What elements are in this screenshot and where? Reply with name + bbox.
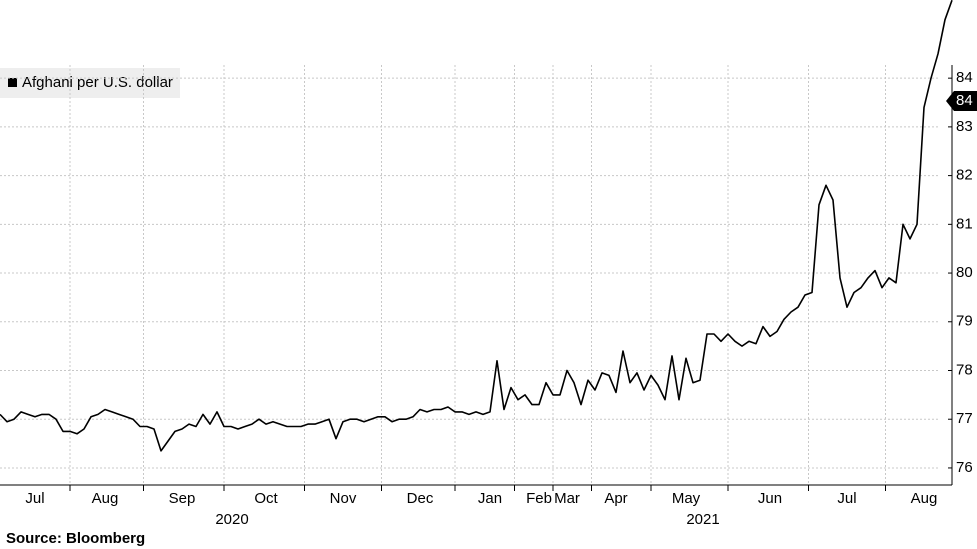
current-value-tag [946,91,977,112]
x-tick-label: Nov [330,490,357,507]
x-tick-label: Mar [554,490,580,507]
series-line [0,0,953,452]
y-tick-label: 81 [956,215,973,232]
x-tick-label: Jun [758,490,782,507]
y-tick-label: 80 [956,264,973,281]
x-tick-label: Feb [526,490,552,507]
y-tick-label: 78 [956,361,973,378]
y-tick-label: 83 [956,118,973,135]
legend-box [0,68,180,98]
legend-swatch [8,78,17,87]
year-label: 2021 [686,511,719,528]
x-tick-label: Jul [25,490,44,507]
x-tick-label: Aug [911,490,938,507]
x-tick-label: Dec [407,490,434,507]
legend-label: Afghani per U.S. dollar [22,74,173,91]
x-tick-label: Apr [604,490,627,507]
y-tick-label: 82 [956,167,973,184]
x-tick-label: Sep [169,490,196,507]
x-tick-label: Oct [254,490,278,507]
year-label: 2020 [215,511,248,528]
y-tick-label: 79 [956,313,973,330]
x-tick-label: May [672,490,701,507]
x-tick-label: Jan [478,490,502,507]
x-tick-label: Aug [92,490,119,507]
y-tick-label: 84 [956,69,973,86]
source: Source: Bloomberg [6,530,145,547]
y-tick-label: 77 [956,410,973,427]
current-value-label: 84 [956,92,973,109]
x-tick-label: Jul [837,490,856,507]
y-tick-label: 76 [956,459,973,476]
